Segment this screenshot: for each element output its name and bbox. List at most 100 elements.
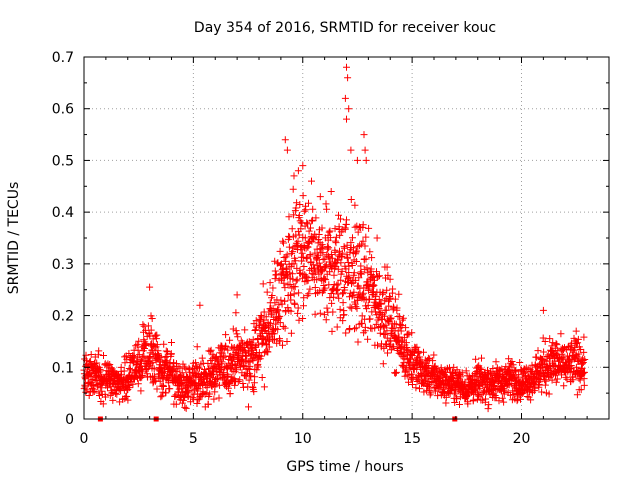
data-point <box>472 355 480 363</box>
data-point <box>581 368 588 376</box>
data-point <box>563 375 571 383</box>
data-point <box>453 395 461 403</box>
data-point <box>511 373 518 381</box>
data-point <box>293 264 301 272</box>
y-tick-label: 0.1 <box>52 360 74 376</box>
data-point <box>157 393 165 401</box>
data-point <box>386 315 394 323</box>
data-point <box>482 395 489 403</box>
y-tick-label: 0.3 <box>52 257 74 273</box>
data-point <box>140 352 148 360</box>
data-point <box>321 275 329 283</box>
data-point <box>380 344 388 352</box>
data-point <box>392 369 400 377</box>
data-point <box>402 324 410 332</box>
data-point <box>395 290 403 298</box>
data-point <box>381 312 388 320</box>
data-point <box>271 275 279 283</box>
data-point <box>141 345 148 352</box>
data-point <box>359 237 367 245</box>
data-point <box>264 348 272 356</box>
data-point <box>304 220 311 228</box>
data-point <box>408 329 416 337</box>
data-point <box>308 177 315 185</box>
data-point <box>353 156 361 164</box>
data-points <box>80 63 589 422</box>
data-point <box>400 352 408 360</box>
data-point <box>291 300 299 308</box>
data-point <box>279 237 287 245</box>
data-point <box>354 296 362 304</box>
data-point <box>478 354 485 362</box>
data-point <box>283 251 291 259</box>
data-point <box>487 369 495 377</box>
data-point <box>515 371 523 379</box>
data-point <box>345 273 353 281</box>
data-point <box>222 331 230 339</box>
data-point <box>298 249 306 257</box>
data-point <box>113 390 121 398</box>
data-point <box>318 224 326 232</box>
data-point <box>325 228 333 236</box>
data-point <box>347 146 355 154</box>
data-point <box>509 361 517 369</box>
data-point <box>557 330 565 338</box>
data-point <box>398 338 406 346</box>
data-point <box>348 280 355 288</box>
data-point <box>390 343 398 351</box>
data-point <box>218 349 226 357</box>
data-point <box>574 339 582 347</box>
data-point <box>510 372 518 380</box>
data-point <box>291 283 299 291</box>
data-point <box>137 387 145 395</box>
data-point <box>229 344 237 352</box>
data-point <box>386 275 394 283</box>
data-point <box>270 313 278 321</box>
data-point <box>93 359 101 367</box>
data-point <box>313 276 321 284</box>
data-point <box>334 280 342 288</box>
data-point <box>124 396 132 404</box>
data-point <box>239 339 246 347</box>
data-point <box>572 327 580 335</box>
data-point <box>352 258 360 265</box>
data-point <box>254 363 262 371</box>
data-point <box>374 273 382 280</box>
data-point <box>464 400 472 408</box>
data-point <box>383 263 391 271</box>
data-point <box>287 296 295 304</box>
data-point <box>306 252 314 260</box>
y-axis-label: SRMTID / TECUs <box>6 182 22 295</box>
data-point <box>303 219 311 227</box>
data-point <box>251 327 259 334</box>
data-point <box>239 380 247 387</box>
data-point <box>344 259 352 266</box>
data-point <box>399 314 407 322</box>
data-point <box>379 360 387 368</box>
data-point <box>434 392 442 400</box>
data-point <box>393 304 401 312</box>
data-point <box>363 305 371 313</box>
data-point <box>309 205 317 213</box>
data-point <box>125 350 133 357</box>
data-point <box>341 94 349 102</box>
data-point <box>372 308 379 316</box>
data-point <box>580 381 588 389</box>
data-point <box>580 333 588 341</box>
data-point <box>357 270 365 278</box>
data-point <box>265 343 273 351</box>
data-point <box>359 291 367 299</box>
data-point <box>372 292 380 300</box>
data-point <box>577 346 585 353</box>
data-point <box>546 335 554 343</box>
data-point <box>260 383 268 391</box>
data-point <box>224 372 232 380</box>
data-point <box>389 285 397 293</box>
data-point <box>490 390 498 398</box>
data-point <box>385 302 393 310</box>
data-point <box>545 390 553 398</box>
data-point <box>144 322 152 330</box>
data-point <box>271 335 278 343</box>
data-point <box>172 400 180 408</box>
